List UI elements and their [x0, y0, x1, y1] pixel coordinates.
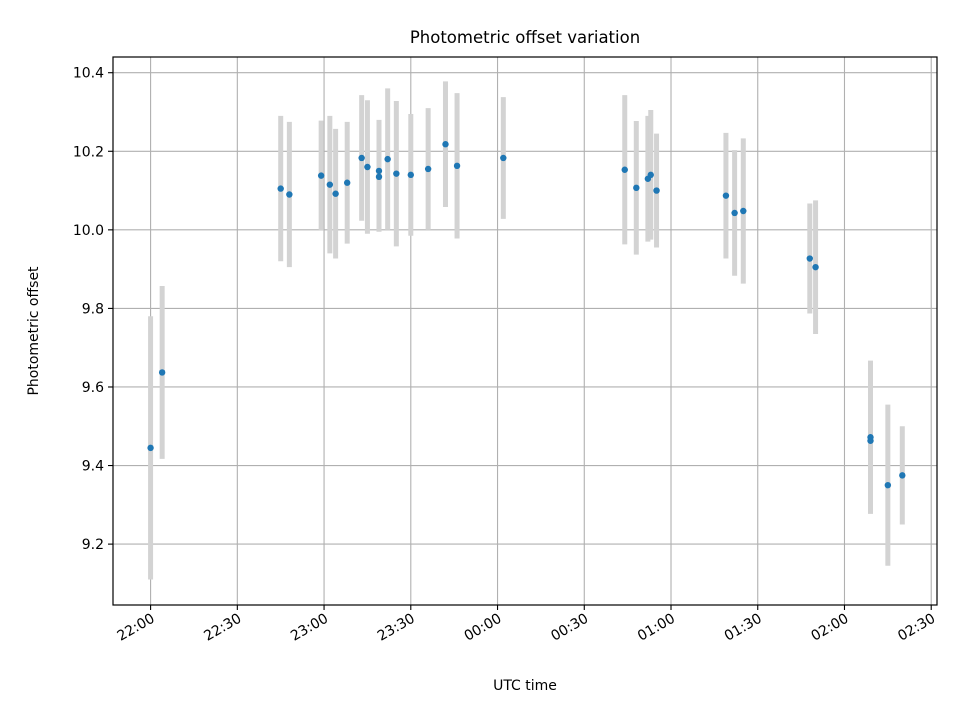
y-tick-label: 10.4 — [73, 66, 104, 82]
data-point — [332, 190, 339, 197]
y-tick-label: 10.2 — [73, 144, 104, 160]
data-point — [358, 154, 365, 162]
data-point — [731, 209, 738, 217]
data-point — [884, 481, 892, 489]
data-point — [375, 173, 383, 181]
y-tick-label: 9.6 — [82, 380, 104, 396]
data-point — [812, 263, 819, 271]
data-point — [740, 207, 747, 215]
data-point — [277, 185, 284, 192]
data-point — [384, 155, 391, 163]
data-point — [867, 437, 874, 444]
data-point — [653, 187, 660, 194]
data-point — [722, 192, 730, 199]
x-axis-label: UTC time — [493, 678, 557, 694]
y-axis-label: Photometric offset — [26, 266, 42, 396]
data-point — [343, 179, 351, 186]
plot-frame — [112, 56, 938, 606]
data-point — [317, 172, 325, 179]
axis-ticks — [108, 72, 932, 610]
y-tick-label: 9.2 — [82, 537, 104, 553]
data-point — [364, 163, 371, 171]
data-point — [442, 141, 449, 148]
data-point — [621, 166, 628, 173]
data-point — [407, 171, 414, 179]
y-tick-labels: 9.2 9.4 9.6 9.8 10.0 10.2 10.4 — [73, 66, 104, 553]
data-point — [424, 165, 432, 173]
y-tick-label: 9.4 — [82, 459, 104, 475]
data-point — [453, 162, 461, 170]
y-tick-label: 9.8 — [82, 301, 104, 317]
data-point — [375, 167, 383, 175]
grid — [113, 57, 937, 605]
data-point — [158, 369, 166, 376]
data-points — [147, 141, 906, 489]
y-tick-label: 10.0 — [73, 223, 104, 239]
data-point — [500, 154, 507, 162]
data-point — [326, 181, 334, 188]
data-point — [286, 191, 293, 198]
chart-title: Photometric offset variation — [410, 28, 640, 47]
data-point — [633, 184, 640, 192]
data-point — [647, 171, 654, 179]
data-point — [393, 170, 400, 177]
data-point — [147, 444, 154, 452]
data-point — [899, 472, 906, 479]
data-point — [806, 255, 813, 262]
